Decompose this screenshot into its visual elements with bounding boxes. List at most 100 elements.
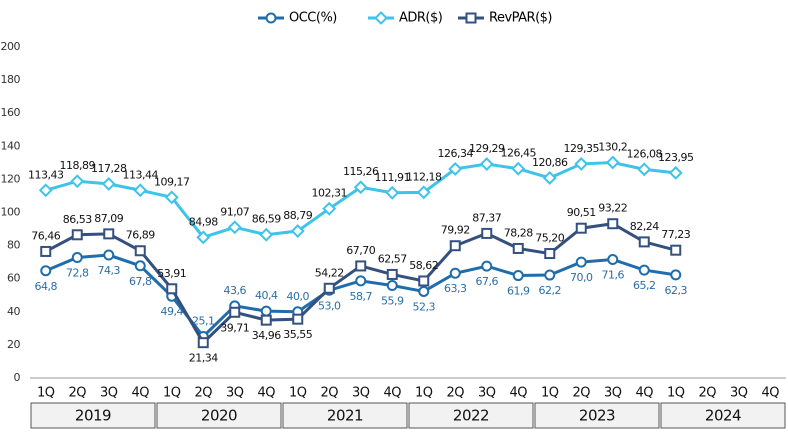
point: [70, 174, 85, 189]
point: [164, 190, 179, 205]
point: [40, 265, 52, 277]
x-tick-label: 1Q: [541, 386, 559, 401]
point: [386, 279, 398, 291]
point: [605, 155, 620, 170]
data-label: 74,3: [98, 264, 121, 277]
data-label: 43,6: [224, 284, 247, 297]
year-label: 2023: [579, 407, 615, 425]
x-tick-label: 4Q: [761, 386, 779, 401]
point: [259, 227, 274, 242]
data-label: 111,91: [375, 171, 411, 184]
x-tick-label: 2Q: [320, 386, 338, 401]
point: [134, 245, 146, 257]
point: [637, 162, 652, 177]
data-label: 70,0: [570, 271, 593, 284]
point: [197, 337, 209, 349]
data-label: 88,79: [283, 209, 312, 222]
legend-label: RevPAR($): [489, 11, 552, 26]
x-tick-label: 1Q: [37, 386, 55, 401]
data-label: 62,3: [665, 284, 688, 297]
y-tick-label: 140: [1, 139, 21, 152]
year-label: 2022: [453, 407, 489, 425]
x-tick-label: 3Q: [478, 386, 496, 401]
data-label: 126,08: [627, 147, 663, 160]
point: [544, 248, 556, 260]
point: [292, 313, 304, 325]
point: [386, 268, 398, 280]
point: [575, 222, 587, 234]
point: [196, 230, 211, 245]
data-label: 84,98: [189, 215, 218, 228]
data-label: 71,6: [602, 269, 625, 282]
point: [481, 227, 493, 239]
data-label: 54,22: [315, 266, 344, 279]
data-label: 129,29: [469, 142, 505, 155]
point: [71, 252, 83, 264]
data-label: 91,07: [220, 205, 249, 218]
data-label: 75,20: [535, 232, 564, 245]
data-label: 126,45: [501, 147, 537, 160]
point: [574, 157, 589, 171]
y-tick-label: 40: [7, 305, 20, 318]
point: [134, 260, 146, 272]
x-tick-label: 3Q: [226, 386, 244, 401]
data-label: 61,9: [507, 285, 530, 298]
x-tick-label: 2Q: [572, 386, 590, 401]
x-tick-label: 1Q: [289, 386, 307, 401]
data-label: 63,3: [444, 282, 467, 295]
data-label: 21,34: [189, 352, 218, 365]
data-label: 117,28: [91, 162, 127, 175]
data-label: 49,4: [161, 305, 184, 318]
data-label: 62,2: [539, 284, 562, 297]
point: [355, 260, 367, 272]
data-label: 53,91: [157, 267, 186, 280]
point: [670, 244, 682, 256]
data-label: 39,71: [220, 321, 249, 334]
x-tick-label: 1Q: [415, 386, 433, 401]
data-label: 93,22: [598, 202, 627, 215]
x-tick-label: 2Q: [446, 386, 464, 401]
data-label: 113,43: [28, 168, 64, 181]
data-label: 115,26: [343, 165, 379, 178]
point: [290, 224, 305, 238]
year-label: 2020: [201, 407, 237, 425]
data-label: 67,6: [476, 275, 499, 288]
year-box: [156, 402, 282, 429]
point: [103, 228, 115, 240]
x-tick-label: 2Q: [194, 386, 212, 401]
x-tick-label: 4Q: [509, 386, 527, 401]
y-tick-label: 160: [1, 106, 21, 119]
data-label: 76,89: [126, 229, 155, 242]
point: [668, 165, 683, 180]
data-label: 87,37: [472, 211, 501, 224]
x-tick-label: 2Q: [68, 386, 86, 401]
data-label: 55,9: [381, 294, 404, 307]
data-label: 118,89: [60, 159, 96, 172]
year-box: [660, 402, 786, 429]
year-box: [534, 402, 660, 429]
data-label: 40,4: [255, 289, 278, 302]
point: [260, 314, 272, 326]
x-tick-label: 3Q: [100, 386, 118, 401]
data-label: 40,0: [287, 290, 310, 303]
point: [38, 183, 53, 198]
y-tick-label: 120: [1, 172, 21, 185]
data-label: 79,92: [441, 224, 470, 237]
point: [465, 12, 477, 24]
data-label: 34,96: [252, 329, 281, 342]
point: [418, 275, 430, 287]
data-label: 120,86: [532, 156, 568, 169]
data-label: 25,1: [192, 314, 215, 327]
data-label: 72,8: [66, 267, 89, 280]
point: [416, 185, 431, 200]
point: [479, 157, 494, 171]
point: [542, 171, 557, 185]
data-label: 65,2: [633, 279, 656, 292]
data-label: 35,55: [283, 328, 312, 341]
point: [323, 282, 335, 294]
point: [512, 270, 524, 282]
y-tick-label: 0: [14, 371, 21, 384]
data-label: 129,35: [564, 142, 600, 155]
